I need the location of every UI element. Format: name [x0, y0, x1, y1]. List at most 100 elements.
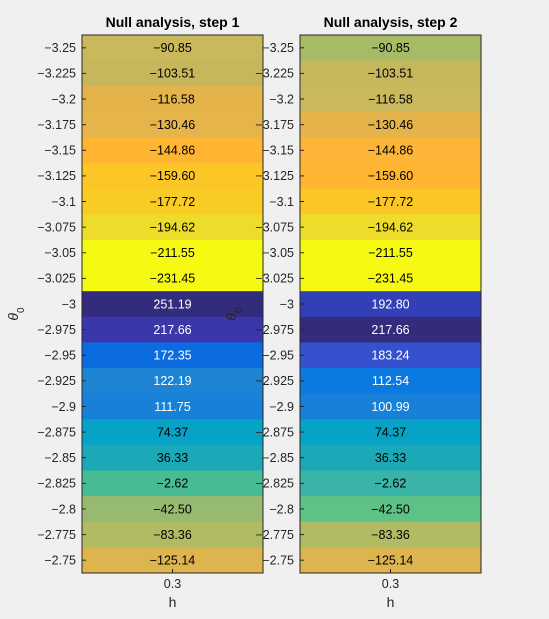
cell-value-label: −159.60: [368, 169, 414, 183]
heatmap-cell: [82, 163, 263, 190]
heatmap-cell: [300, 214, 481, 241]
cell-value-label: −42.50: [153, 502, 192, 516]
y-tick-label: −2.85: [44, 451, 76, 465]
cell-value-label: 112.54: [372, 374, 409, 388]
chart-title: Null analysis, step 1: [106, 14, 240, 30]
y-tick-label: −3.1: [51, 195, 76, 209]
cell-value-label: −103.51: [368, 67, 414, 81]
cell-value-label: −83.36: [153, 528, 192, 542]
cell-value-label: −116.58: [150, 92, 195, 106]
x-tick-label: 0.3: [382, 577, 399, 591]
heatmap-cell: [300, 316, 481, 343]
y-tick-label: −3.025: [255, 272, 294, 286]
y-tick-label: −2.9: [51, 400, 76, 414]
cell-value-label: −144.86: [368, 144, 414, 158]
x-tick-label: 0.3: [164, 577, 181, 591]
heatmap-cell: [300, 239, 481, 266]
heatmap-cell: [300, 86, 481, 113]
cell-value-label: 217.66: [371, 323, 409, 337]
heatmap-cell: [82, 368, 263, 395]
heatmap-cell: [82, 188, 263, 215]
cell-value-label: −90.85: [371, 41, 410, 55]
y-tick-label: −3.225: [255, 67, 294, 81]
heatmap-cell: [300, 342, 481, 369]
heatmap-cell: [82, 470, 263, 497]
y-tick-label: −3.075: [37, 220, 76, 234]
y-axis-label: θ0: [5, 307, 27, 321]
heatmap-cell: [82, 521, 263, 548]
heatmap-cell: [82, 342, 263, 369]
y-axis-label: θ0: [223, 307, 245, 321]
y-tick-label: −2.75: [44, 553, 76, 567]
cell-value-label: 100.99: [371, 400, 409, 414]
x-axis-label: h: [169, 594, 177, 610]
y-tick-label: −3.175: [37, 118, 76, 132]
y-tick-label: −2.9: [269, 400, 294, 414]
y-tick-label: −3.125: [255, 169, 294, 183]
heatmap-cell: [82, 35, 263, 62]
heatmap-cell: [300, 419, 481, 446]
cell-value-label: −125.14: [150, 553, 196, 567]
y-tick-label: −2.875: [37, 425, 76, 439]
heatmap-cell: [82, 137, 263, 164]
heatmap-cell: [82, 86, 263, 113]
y-tick-label: −2.975: [37, 323, 76, 337]
y-tick-label: −2.95: [262, 349, 294, 363]
heatmap-cell: [82, 496, 263, 523]
cell-value-label: −90.85: [153, 41, 192, 55]
cell-value-label: −194.62: [150, 220, 196, 234]
cell-value-label: −42.50: [371, 502, 410, 516]
y-tick-label: −3.15: [262, 144, 294, 158]
cell-value-label: −2.62: [157, 477, 189, 491]
y-tick-label: −2.925: [37, 374, 76, 388]
y-tick-label: −2.8: [269, 502, 294, 516]
cell-value-label: −177.72: [150, 195, 196, 209]
heatmap-cell: [300, 137, 481, 164]
heatmap-cell: [300, 291, 481, 318]
heatmap-cell: [300, 470, 481, 497]
cell-value-label: 36.33: [157, 451, 188, 465]
y-tick-label: −3.1: [269, 195, 294, 209]
y-tick-label: −2.8: [51, 502, 76, 516]
heatmap-cell: [82, 444, 263, 471]
cell-value-label: −231.45: [368, 272, 414, 286]
chart-title: Null analysis, step 2: [324, 14, 458, 30]
y-tick-label: −3: [280, 297, 294, 311]
cell-value-label: −103.51: [150, 67, 196, 81]
y-tick-label: −3.025: [37, 272, 76, 286]
cell-value-label: 183.24: [371, 349, 409, 363]
y-tick-label: −3.05: [262, 246, 294, 260]
heatmap-cell: [82, 291, 263, 318]
cell-value-label: 74.37: [157, 425, 188, 439]
cell-value-label: −144.86: [150, 144, 196, 158]
y-tick-label: −3.05: [44, 246, 76, 260]
y-tick-label: −2.925: [255, 374, 294, 388]
cell-value-label: 36.33: [375, 451, 406, 465]
heatmap-cell: [82, 111, 263, 138]
cell-value-label: −130.46: [368, 118, 414, 132]
y-tick-label: −3.2: [269, 92, 294, 106]
y-tick-label: −3.25: [262, 41, 294, 55]
heatmap-cell: [300, 393, 481, 420]
y-tick-label: −3.075: [255, 220, 294, 234]
cell-value-label: −2.62: [375, 477, 407, 491]
y-tick-label: −3.175: [255, 118, 294, 132]
y-tick-label: −2.825: [255, 477, 294, 491]
y-tick-label: −3.2: [51, 92, 76, 106]
cell-value-label: 111.75: [154, 400, 190, 414]
cell-value-label: −83.36: [371, 528, 410, 542]
heatmap-cell: [300, 521, 481, 548]
heatmap-cell: [82, 60, 263, 87]
heatmap-cell: [82, 419, 263, 446]
cell-value-label: 172.35: [153, 349, 191, 363]
y-tick-label: −2.825: [37, 477, 76, 491]
heatmap-cell: [82, 239, 263, 266]
heatmap-cell: [300, 496, 481, 523]
cell-value-label: 122.19: [153, 374, 191, 388]
heatmap-cell: [300, 368, 481, 395]
y-tick-label: −2.75: [262, 553, 294, 567]
y-tick-label: −2.975: [255, 323, 294, 337]
y-tick-label: −2.775: [37, 528, 76, 542]
cell-value-label: −125.14: [368, 553, 414, 567]
